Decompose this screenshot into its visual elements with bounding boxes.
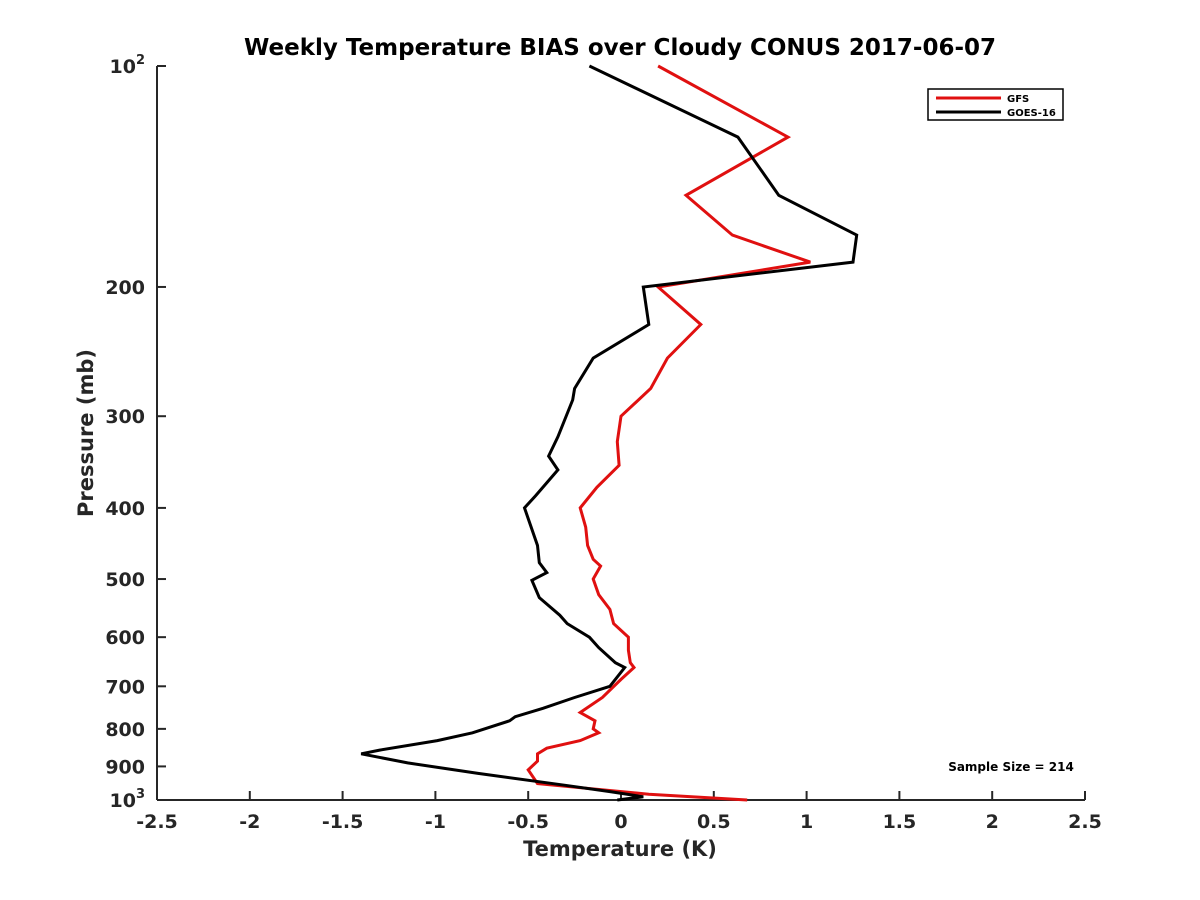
legend: GFS GOES-16 xyxy=(927,88,1064,121)
legend-box xyxy=(927,88,1064,121)
legend-label-gfs: GFS xyxy=(1007,94,1029,105)
chart-title: Weekly Temperature BIAS over Cloudy CONU… xyxy=(244,35,996,61)
y-tick-label: 900 xyxy=(105,756,145,778)
y-axis-label: Pressure (mb) xyxy=(74,349,98,517)
plot-axes: -2.5 -2 -1.5 -1 -0.5 0 0.5 1 1.5 2 2.5 102 200 300 400… xyxy=(105,53,1102,833)
x-tick-label: -1 xyxy=(425,811,446,833)
x-tick-label: 1.5 xyxy=(883,811,917,833)
y-tick-label: 700 xyxy=(105,676,145,698)
y-tick-label: 500 xyxy=(105,569,145,591)
y-tick-label: 600 xyxy=(105,627,145,649)
x-tick-label: 0.5 xyxy=(697,811,731,833)
x-tick-label: 2.5 xyxy=(1068,811,1102,833)
y-tick-label: 400 xyxy=(105,498,145,520)
y-tick-label: 300 xyxy=(105,406,145,428)
y-tick-exponent: 2 xyxy=(136,53,145,68)
series-line-goes-16 xyxy=(360,64,859,802)
sample-size-annotation: Sample Size = 214 xyxy=(948,760,1074,774)
x-tick-label: -0.5 xyxy=(507,811,549,833)
y-tick-label: 103 xyxy=(110,787,146,812)
x-tick-label: 1 xyxy=(800,811,813,833)
legend-label-goes-16: GOES-16 xyxy=(1007,108,1056,119)
x-tick-label: -1.5 xyxy=(322,811,364,833)
y-tick-label: 102 xyxy=(110,53,146,78)
series-line-gfs xyxy=(526,64,811,802)
x-axis-label: Temperature (K) xyxy=(523,837,717,861)
x-tick-label: -2 xyxy=(239,811,260,833)
x-tick-label: -2.5 xyxy=(136,811,178,833)
x-tick-label: 2 xyxy=(986,811,999,833)
y-tick-label: 800 xyxy=(105,719,145,741)
series-layer xyxy=(360,64,859,802)
y-tick-exponent: 3 xyxy=(136,787,145,802)
y-tick-label: 200 xyxy=(105,277,145,299)
x-tick-label: 0 xyxy=(614,811,627,833)
